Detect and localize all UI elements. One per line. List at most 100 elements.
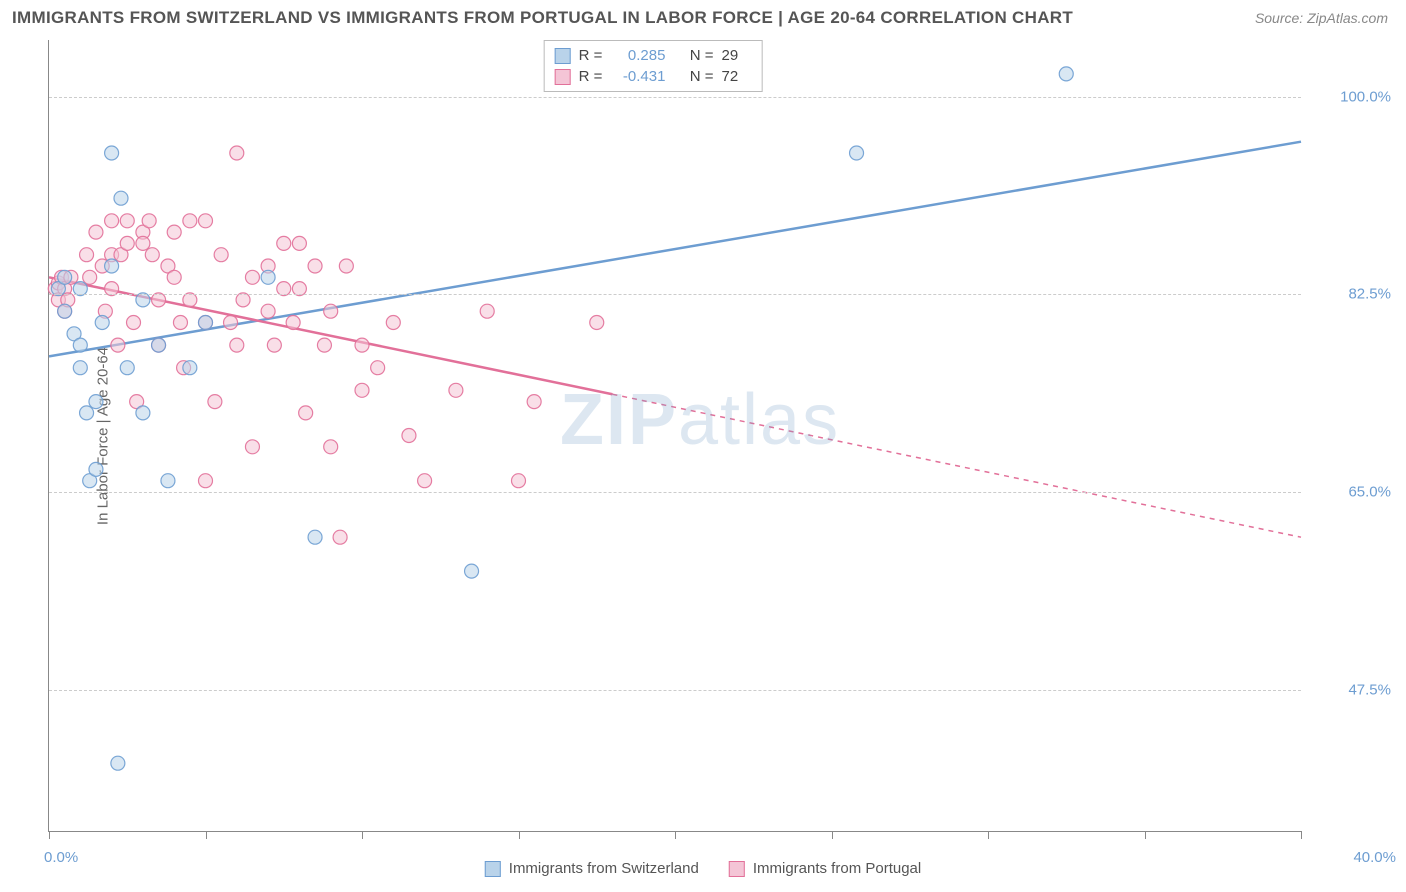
data-point xyxy=(208,395,222,409)
data-point xyxy=(120,214,134,228)
data-point xyxy=(308,530,322,544)
data-point xyxy=(73,361,87,375)
data-point xyxy=(73,338,87,352)
series-legend: Immigrants from Switzerland Immigrants f… xyxy=(485,860,921,877)
data-point xyxy=(512,474,526,488)
data-point xyxy=(173,316,187,330)
data-point xyxy=(120,361,134,375)
x-range-end: 40.0% xyxy=(1353,849,1396,866)
plot-area: In Labor Force | Age 20-64 0.0% 40.0% R … xyxy=(48,40,1301,832)
x-range-start: 0.0% xyxy=(44,849,78,866)
legend-label: Immigrants from Portugal xyxy=(753,860,921,877)
data-point xyxy=(590,316,604,330)
data-point xyxy=(89,225,103,239)
chart-container: IMMIGRANTS FROM SWITZERLAND VS IMMIGRANT… xyxy=(0,0,1406,892)
data-point xyxy=(1059,67,1073,81)
data-point xyxy=(80,406,94,420)
data-point xyxy=(105,214,119,228)
data-point xyxy=(317,338,331,352)
data-point xyxy=(292,236,306,250)
data-point xyxy=(339,259,353,273)
n-value: 29 xyxy=(722,47,752,64)
legend-label: Immigrants from Switzerland xyxy=(509,860,699,877)
data-point xyxy=(267,338,281,352)
data-point xyxy=(333,530,347,544)
data-point xyxy=(465,564,479,578)
data-point xyxy=(224,316,238,330)
data-point xyxy=(167,270,181,284)
data-point xyxy=(58,270,72,284)
data-point xyxy=(230,338,244,352)
data-point xyxy=(277,236,291,250)
data-point xyxy=(308,259,322,273)
data-point xyxy=(111,338,125,352)
source-label: Source: ZipAtlas.com xyxy=(1255,10,1388,26)
data-point xyxy=(402,429,416,443)
data-point xyxy=(299,406,313,420)
n-label: N = xyxy=(690,68,714,85)
chart-title: IMMIGRANTS FROM SWITZERLAND VS IMMIGRANT… xyxy=(12,8,1073,28)
data-point xyxy=(214,248,228,262)
data-point xyxy=(161,474,175,488)
data-point xyxy=(199,474,213,488)
y-tick-label: 82.5% xyxy=(1311,286,1391,303)
swatch-icon xyxy=(555,48,571,64)
data-point xyxy=(120,236,134,250)
r-value: -0.431 xyxy=(610,68,665,85)
data-point xyxy=(199,214,213,228)
swatch-icon xyxy=(729,861,745,877)
data-point xyxy=(261,270,275,284)
data-point xyxy=(449,383,463,397)
data-point xyxy=(95,316,109,330)
data-point xyxy=(371,361,385,375)
r-label: R = xyxy=(579,47,603,64)
swatch-icon xyxy=(485,861,501,877)
data-point xyxy=(89,462,103,476)
data-point xyxy=(142,214,156,228)
data-point xyxy=(386,316,400,330)
data-point xyxy=(480,304,494,318)
data-point xyxy=(355,338,369,352)
data-point xyxy=(114,191,128,205)
data-point xyxy=(355,383,369,397)
data-point xyxy=(105,146,119,160)
legend-item-portugal: Immigrants from Portugal xyxy=(729,860,921,877)
data-point xyxy=(136,406,150,420)
n-label: N = xyxy=(690,47,714,64)
data-point xyxy=(527,395,541,409)
r-label: R = xyxy=(579,68,603,85)
data-point xyxy=(245,440,259,454)
data-point xyxy=(167,225,181,239)
data-point xyxy=(111,756,125,770)
swatch-icon xyxy=(555,69,571,85)
legend-row-switzerland: R = 0.285 N = 29 xyxy=(555,45,752,66)
y-tick-label: 100.0% xyxy=(1311,88,1391,105)
data-point xyxy=(245,270,259,284)
data-point xyxy=(199,316,213,330)
data-point xyxy=(136,236,150,250)
data-point xyxy=(286,316,300,330)
correlation-legend: R = 0.285 N = 29 R = -0.431 N = 72 xyxy=(544,40,763,92)
legend-item-switzerland: Immigrants from Switzerland xyxy=(485,860,699,877)
n-value: 72 xyxy=(722,68,752,85)
data-point xyxy=(89,395,103,409)
data-point xyxy=(230,146,244,160)
data-point xyxy=(58,304,72,318)
data-point xyxy=(324,440,338,454)
legend-row-portugal: R = -0.431 N = 72 xyxy=(555,66,752,87)
data-point xyxy=(145,248,159,262)
y-tick-label: 65.0% xyxy=(1311,484,1391,501)
data-point xyxy=(83,270,97,284)
data-point xyxy=(105,259,119,273)
data-point xyxy=(418,474,432,488)
data-point xyxy=(80,248,94,262)
y-tick-label: 47.5% xyxy=(1311,681,1391,698)
r-value: 0.285 xyxy=(610,47,665,64)
data-point xyxy=(152,338,166,352)
data-point xyxy=(261,304,275,318)
data-point xyxy=(850,146,864,160)
data-point xyxy=(183,361,197,375)
data-point xyxy=(183,214,197,228)
data-point xyxy=(324,304,338,318)
scatter-svg xyxy=(49,40,1301,831)
